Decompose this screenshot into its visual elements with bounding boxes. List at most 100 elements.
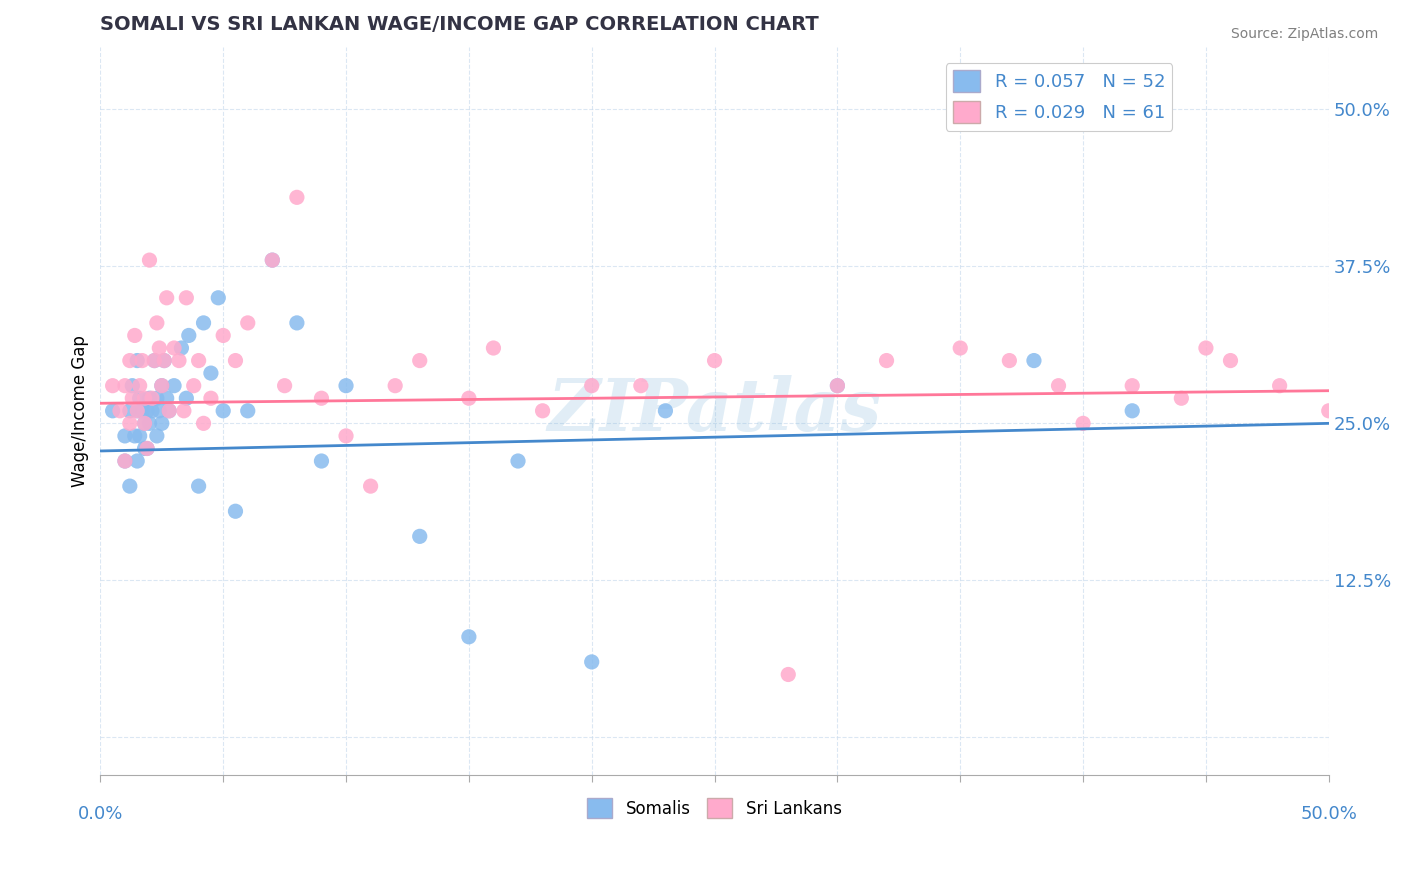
Point	[134, 417, 156, 431]
Point	[127, 353, 149, 368]
Point	[101, 404, 124, 418]
Point	[506, 454, 529, 468]
Point	[121, 378, 143, 392]
Point	[311, 454, 333, 468]
Point	[212, 328, 235, 343]
Point	[128, 378, 150, 392]
Point	[262, 253, 284, 268]
Point	[121, 391, 143, 405]
Point	[827, 378, 849, 392]
Point	[200, 366, 222, 380]
Point	[136, 442, 159, 456]
Point	[143, 353, 166, 368]
Point	[138, 253, 160, 268]
Point	[127, 404, 149, 418]
Point	[146, 316, 169, 330]
Point	[187, 353, 209, 368]
Point	[1121, 404, 1143, 418]
Point	[128, 429, 150, 443]
Point	[236, 404, 259, 418]
Point	[167, 353, 190, 368]
Point	[127, 454, 149, 468]
Legend: Somalis, Sri Lankans: Somalis, Sri Lankans	[581, 791, 848, 825]
Point	[1268, 378, 1291, 392]
Point	[581, 378, 603, 392]
Point	[176, 391, 198, 405]
Point	[1170, 391, 1192, 405]
Point	[118, 404, 141, 418]
Point	[531, 404, 554, 418]
Point	[193, 417, 215, 431]
Text: SOMALI VS SRI LANKAN WAGE/INCOME GAP CORRELATION CHART: SOMALI VS SRI LANKAN WAGE/INCOME GAP COR…	[100, 15, 820, 34]
Point	[118, 479, 141, 493]
Point	[409, 529, 432, 543]
Point	[457, 391, 479, 405]
Point	[148, 341, 170, 355]
Point	[138, 391, 160, 405]
Point	[1195, 341, 1218, 355]
Point	[236, 316, 259, 330]
Point	[285, 316, 308, 330]
Point	[1317, 404, 1340, 418]
Point	[630, 378, 652, 392]
Point	[156, 391, 179, 405]
Point	[170, 341, 193, 355]
Point	[153, 353, 176, 368]
Point	[285, 190, 308, 204]
Point	[1071, 417, 1094, 431]
Point	[1022, 353, 1045, 368]
Point	[150, 378, 173, 392]
Point	[183, 378, 205, 392]
Point	[457, 630, 479, 644]
Y-axis label: Wage/Income Gap: Wage/Income Gap	[72, 334, 89, 487]
Point	[148, 404, 170, 418]
Point	[827, 378, 849, 392]
Point	[335, 429, 357, 443]
Point	[134, 442, 156, 456]
Point	[193, 316, 215, 330]
Point	[207, 291, 229, 305]
Point	[163, 341, 186, 355]
Point	[384, 378, 406, 392]
Point	[127, 404, 149, 418]
Text: 50.0%: 50.0%	[1301, 805, 1357, 823]
Point	[124, 429, 146, 443]
Point	[360, 479, 382, 493]
Point	[949, 341, 972, 355]
Point	[143, 353, 166, 368]
Point	[134, 417, 156, 431]
Point	[335, 378, 357, 392]
Text: Source: ZipAtlas.com: Source: ZipAtlas.com	[1230, 27, 1378, 41]
Point	[273, 378, 295, 392]
Point	[778, 667, 800, 681]
Point	[150, 378, 173, 392]
Point	[187, 479, 209, 493]
Point	[108, 404, 131, 418]
Point	[224, 504, 246, 518]
Point	[101, 378, 124, 392]
Point	[262, 253, 284, 268]
Point	[146, 391, 169, 405]
Point	[176, 291, 198, 305]
Point	[146, 429, 169, 443]
Point	[1047, 378, 1070, 392]
Point	[118, 417, 141, 431]
Point	[173, 404, 195, 418]
Point	[212, 404, 235, 418]
Point	[654, 404, 676, 418]
Point	[138, 417, 160, 431]
Point	[311, 391, 333, 405]
Point	[157, 404, 180, 418]
Point	[200, 391, 222, 405]
Point	[136, 442, 159, 456]
Point	[114, 454, 136, 468]
Text: ZIPatlas: ZIPatlas	[547, 376, 882, 446]
Point	[998, 353, 1021, 368]
Point	[177, 328, 200, 343]
Point	[131, 404, 153, 418]
Point	[581, 655, 603, 669]
Point	[157, 404, 180, 418]
Point	[156, 291, 179, 305]
Point	[124, 328, 146, 343]
Point	[482, 341, 505, 355]
